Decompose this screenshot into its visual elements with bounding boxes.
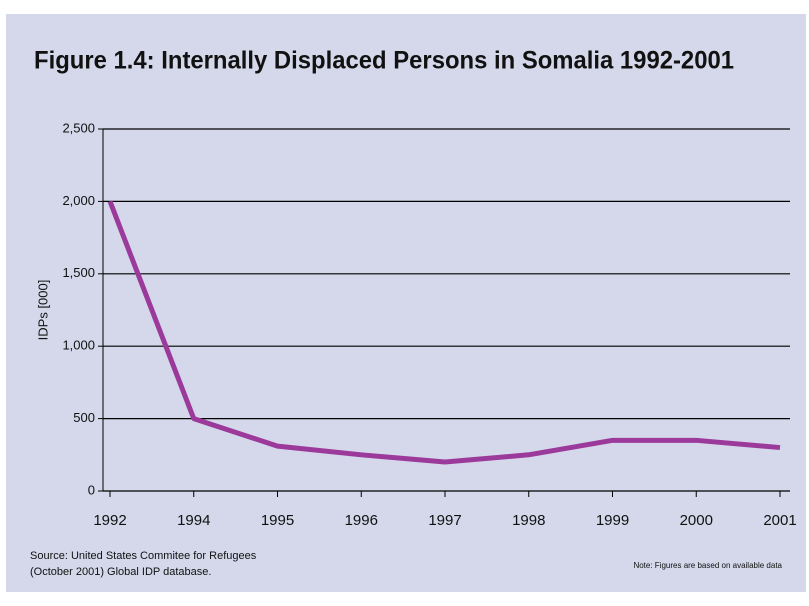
x-tick-label: 2000: [680, 512, 713, 529]
y-tick-label: 500: [73, 410, 95, 425]
chart-title: Figure 1.4: Internally Displaced Persons…: [34, 47, 734, 75]
x-tick-label: 1997: [428, 512, 461, 529]
x-tick-label: 1995: [261, 512, 294, 529]
x-tick-label: 1992: [93, 512, 126, 529]
y-tick-label: 1,000: [62, 338, 95, 353]
note: Note: Figures are based on available dat…: [633, 561, 782, 570]
y-axis-label: IDPs [000]: [35, 280, 50, 341]
x-tick-label: 1996: [345, 512, 378, 529]
panel: [6, 14, 806, 592]
source: (October 2001) Global IDP database.: [30, 566, 211, 578]
source: Source: United States Commitee for Refug…: [30, 550, 257, 562]
y-tick-label: 1,500: [62, 265, 95, 280]
x-tick-label: 2001: [763, 512, 796, 529]
y-tick-label: 2,500: [62, 120, 95, 135]
y-tick-label: 2,000: [62, 193, 95, 208]
line: [107, 200, 781, 465]
x-tick-label: 1999: [596, 512, 629, 529]
x-tick-label: 1998: [512, 512, 545, 529]
x-tick-label: 1994: [177, 512, 210, 529]
y-tick-label: 0: [88, 482, 95, 497]
